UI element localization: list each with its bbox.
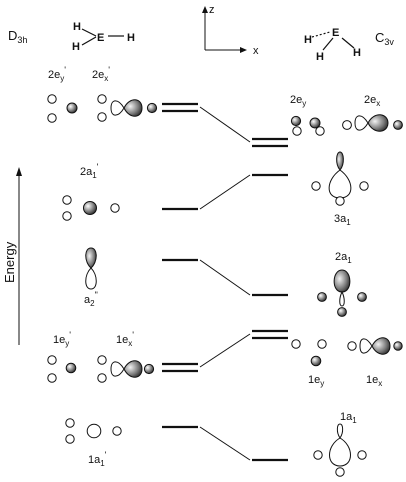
label-1e-y-prime: 1ey' bbox=[53, 330, 71, 348]
label-2a1-prime: 2a1' bbox=[80, 162, 99, 180]
left-point-group: D3h bbox=[8, 28, 27, 45]
orbital-a2-double-prime-left bbox=[85, 247, 97, 290]
orbital-1a1-right bbox=[313, 423, 367, 477]
orbital-1e-y-right bbox=[291, 339, 327, 367]
orbital-2e-x-right bbox=[342, 114, 403, 132]
axes-indicator: z x bbox=[202, 4, 259, 57]
label-1e-y: 1ey bbox=[308, 374, 324, 388]
orbital-2e-prime-y-left bbox=[47, 94, 78, 123]
label-1a1-prime: 1a1' bbox=[88, 450, 107, 468]
pyramidal-eh3-structure: H E H H bbox=[304, 27, 361, 63]
energy-levels bbox=[162, 102, 288, 462]
label-1e-x-prime: 1ex' bbox=[116, 330, 134, 348]
label-2e-y-prime: 2ey' bbox=[48, 65, 66, 83]
label-2e-y: 2ey bbox=[290, 94, 306, 108]
z-axis-label: z bbox=[209, 4, 215, 16]
energy-label: Energy bbox=[2, 241, 17, 283]
energy-axis: Energy bbox=[2, 167, 22, 345]
orbital-2a1-right bbox=[317, 269, 367, 317]
svg-text:H: H bbox=[73, 21, 81, 33]
orbital-1a1-prime-left bbox=[65, 418, 122, 444]
svg-text:H: H bbox=[72, 41, 80, 53]
x-axis-label: x bbox=[253, 45, 259, 57]
orbital-2e-prime-x-left bbox=[97, 94, 158, 122]
svg-text:E: E bbox=[97, 32, 104, 44]
svg-text:H: H bbox=[316, 51, 324, 63]
orbital-1e-x-right bbox=[347, 337, 403, 355]
orbital-2e-y-right bbox=[290, 115, 325, 136]
label-2e-x: 2ex bbox=[364, 94, 380, 108]
svg-text:H: H bbox=[353, 47, 361, 59]
right-point-group: C3v bbox=[375, 30, 394, 47]
label-1e-x: 1ex bbox=[366, 374, 382, 388]
orbital-1e-prime-x-left bbox=[97, 355, 155, 383]
orbital-2a1-prime-left bbox=[62, 195, 120, 221]
svg-text:H: H bbox=[304, 34, 312, 46]
label-a2-double-prime: a2" bbox=[84, 290, 98, 308]
orbital-3a1-right bbox=[311, 151, 369, 206]
planar-eh3-structure: H H E H bbox=[72, 21, 135, 53]
label-2e-x-prime: 2ex' bbox=[92, 65, 110, 83]
svg-text:H: H bbox=[127, 32, 135, 44]
label-1a1: 1a1 bbox=[340, 411, 357, 425]
correlation-lines bbox=[199, 106, 251, 461]
svg-text:E: E bbox=[332, 27, 339, 39]
orbital-1e-prime-y-left bbox=[47, 355, 77, 383]
label-3a1: 3a1 bbox=[334, 213, 351, 227]
label-2a1: 2a1 bbox=[335, 251, 352, 265]
